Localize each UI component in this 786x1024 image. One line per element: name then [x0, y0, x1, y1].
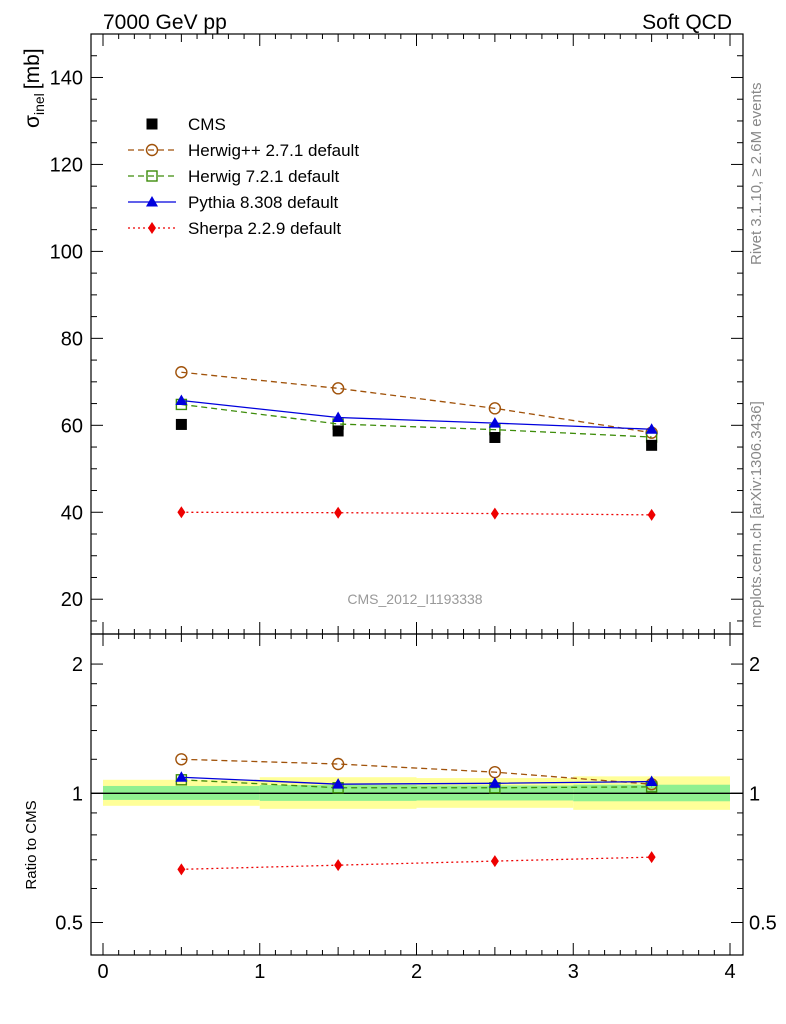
main-ytick-label: 60	[61, 415, 83, 437]
series-pythia-8-308-default	[175, 394, 658, 434]
data-point	[175, 366, 188, 379]
xtick-label: 2	[411, 961, 422, 983]
main-ytick-label: 20	[61, 589, 83, 611]
legend-entry: Sherpa 2.2.9 default	[128, 219, 341, 238]
ratio-point	[177, 863, 186, 876]
data-point	[175, 418, 187, 430]
ratio-ytick-label-left: 0.5	[55, 912, 83, 934]
series-line	[181, 371, 652, 434]
series-line	[181, 403, 652, 438]
header-left: 7000 GeV pp	[103, 11, 227, 34]
legend-entry: Herwig 7.2.1 default	[128, 167, 339, 186]
ratio-point	[647, 851, 656, 864]
ratio-series-pythia-8-308-default	[175, 771, 658, 789]
series-sherpa-2-2-9-default	[177, 506, 656, 521]
main-axes: 20 40 60 80 100 120 140	[50, 33, 744, 635]
data-point	[332, 425, 344, 437]
ratio-series-sherpa-2-2-9-default	[177, 851, 656, 876]
main-series	[175, 366, 658, 521]
legend-label: Pythia 8.308 default	[188, 193, 339, 212]
legend-marker	[146, 196, 158, 207]
main-ytick-label: 100	[50, 241, 83, 263]
ylabel-unit: [mb]	[21, 48, 44, 89]
ratio-ytick-label-left: 1	[72, 783, 83, 805]
ratio-axes: 0.5 0.5 1 1 2 2 0 1 2 3 4	[55, 633, 777, 983]
xtick-label: 1	[254, 961, 265, 983]
analysis-label: CMS_2012_I1193338	[347, 591, 482, 607]
ratio-ytick-label-right: 1	[749, 783, 760, 805]
legend-marker	[145, 143, 159, 157]
ratio-point	[175, 771, 188, 782]
series-line	[181, 511, 652, 516]
ratio-ytick-label-left: 2	[72, 654, 83, 676]
legend-label: CMS	[188, 115, 226, 134]
ratio-line	[181, 779, 652, 789]
series-herwig-2-7-1-default	[175, 366, 658, 439]
series-cms	[175, 418, 658, 451]
data-point	[490, 507, 499, 520]
legend-marker	[146, 118, 158, 130]
ratio-line	[181, 776, 652, 785]
mcplots-label: mcplots.cern.ch [arXiv:1306.3436]	[748, 401, 765, 628]
legend-entry: CMS	[146, 115, 226, 134]
legend-marker	[148, 222, 156, 234]
ratio-point	[334, 859, 343, 872]
xtick-label: 0	[97, 961, 108, 983]
data-point	[334, 506, 343, 519]
legend-entry: Herwig++ 2.7.1 default	[128, 141, 359, 160]
ratio-point	[490, 855, 499, 868]
legend-label: Herwig++ 2.7.1 default	[188, 141, 359, 160]
main-ytick-label: 40	[61, 502, 83, 524]
ratio-line	[181, 856, 652, 870]
ratio-ylabel: Ratio to CMS	[23, 800, 40, 889]
ratio-ytick-label-right: 0.5	[749, 912, 777, 934]
rivet-label: Rivet 3.1.10, ≥ 2.6M events	[748, 83, 765, 266]
ylabel-subscript: inel	[31, 93, 47, 115]
xtick-label: 4	[724, 961, 735, 983]
data-point	[331, 382, 345, 395]
data-point	[488, 417, 501, 428]
data-point	[489, 431, 501, 443]
ratio-point	[645, 775, 658, 787]
header-right: Soft QCD	[642, 11, 732, 34]
data-point	[175, 394, 188, 406]
series-line	[181, 399, 652, 430]
data-point	[488, 402, 502, 415]
ratio-series	[175, 753, 658, 876]
main-ytick-label: 120	[50, 154, 83, 176]
svg-text:σinel[mb]: σinel [mb]	[21, 48, 47, 128]
data-point	[647, 508, 656, 521]
data-point	[332, 411, 345, 422]
main-ytick-label: 80	[61, 328, 83, 350]
data-point	[646, 439, 658, 451]
data-point	[177, 506, 186, 519]
data-point	[645, 423, 658, 434]
legend: CMS Herwig++ 2.7.1 default Herwig 7.2.1 de…	[128, 115, 359, 238]
legend-entry: Pythia 8.308 default	[128, 193, 339, 212]
ratio-point	[175, 753, 188, 766]
legend-label: Herwig 7.2.1 default	[188, 167, 339, 186]
ratio-point	[488, 777, 501, 788]
legend-marker	[146, 170, 158, 182]
ratio-line	[181, 758, 652, 785]
ratio-ytick-label-right: 2	[749, 654, 760, 676]
xtick-label: 3	[568, 961, 579, 983]
ratio-point	[332, 778, 345, 789]
legend-label: Sherpa 2.2.9 default	[188, 219, 341, 238]
main-ytick-label: 140	[50, 67, 83, 89]
ratio-point	[331, 757, 345, 771]
main-ylabel: σinel [mb]	[21, 48, 47, 128]
ylabel-sigma: σ	[21, 115, 44, 128]
